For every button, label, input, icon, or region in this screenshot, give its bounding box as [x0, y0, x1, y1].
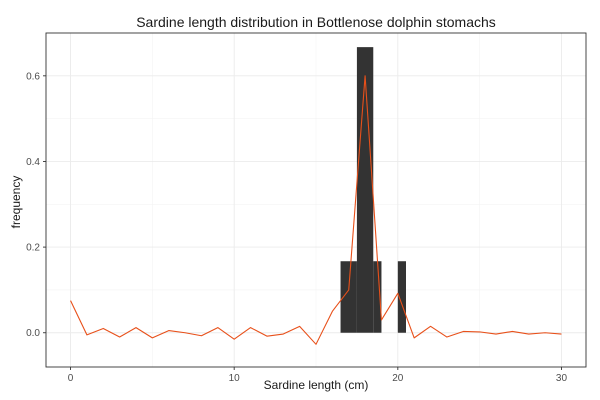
y-tick-label: 0.2: [26, 243, 40, 254]
x-tick-label: 0: [68, 373, 74, 384]
panel-border: [45, 32, 587, 368]
x-tick-label: 10: [229, 373, 241, 384]
density-line: [70, 75, 562, 345]
x-tick-label: 20: [392, 373, 404, 384]
y-tick-label: 0.4: [26, 157, 40, 168]
histogram-bar: [340, 261, 357, 333]
histogram-bar: [373, 261, 382, 333]
histogram-bar: [356, 47, 374, 333]
chart-title: Sardine length distribution in Bottlenos…: [136, 14, 496, 30]
y-tick-label: 0.0: [26, 328, 40, 339]
y-tick-label: 0.6: [26, 71, 40, 82]
y-axis-label: frequency: [9, 176, 23, 229]
plot-panel: 0 10 20 30 0.0 0.2 0.4 0.6: [26, 32, 587, 384]
x-axis-label: Sardine length (cm): [264, 378, 369, 392]
histogram-bar: [397, 261, 406, 333]
x-tick-label: 30: [556, 373, 568, 384]
